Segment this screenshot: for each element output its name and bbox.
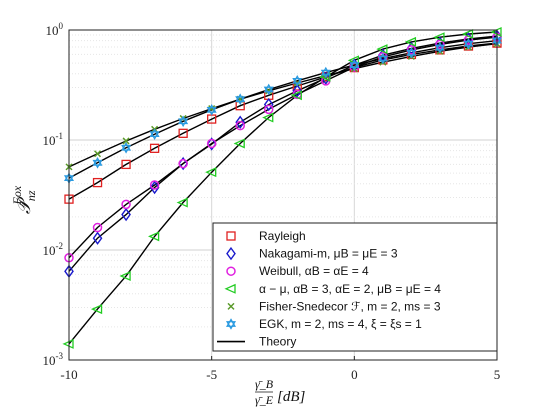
data-point [90, 304, 103, 315]
x-tick-label: 5 [494, 367, 501, 382]
data-point [292, 75, 303, 87]
data-point [178, 128, 188, 138]
data-point [263, 97, 274, 112]
series-markers [62, 26, 502, 349]
x-axis-label: γ̄_B γ̄_E [dB] [255, 377, 306, 407]
data-point [235, 120, 245, 131]
x-label-denominator: γ̄_E [255, 393, 274, 407]
legend: Rayleigh Nakagami-m, μB = μE = 3 Weibull, … [212, 222, 498, 352]
data-point [121, 141, 132, 154]
data-point [262, 112, 274, 123]
legend-label: Fisher-Snedecor ℱ, m = 2, ms = 3 [259, 299, 441, 313]
data-point [121, 199, 131, 210]
data-point [149, 180, 160, 195]
x-tick-label: 0 [351, 367, 358, 382]
data-point [176, 197, 188, 208]
theory-lines [68, 31, 498, 345]
legend-label: α − μ, αB = 3, αE = 2, μB = μE = 4 [259, 282, 441, 296]
data-point [406, 45, 417, 55]
series-markers [63, 34, 503, 184]
data-point [404, 36, 417, 47]
legend-label: Rayleigh [259, 229, 306, 243]
data-point [205, 167, 217, 178]
legend-label: Nakagami-m, μB = μE = 3 [259, 247, 398, 261]
data-point [290, 90, 302, 101]
y-tick-label: 100 [46, 21, 64, 38]
data-point [92, 222, 103, 233]
data-point [149, 180, 160, 190]
data-point [263, 104, 274, 115]
data-point [376, 44, 388, 55]
y-tick-label: 10-2 [43, 241, 64, 258]
series-markers [64, 38, 502, 204]
data-point [463, 37, 474, 50]
legend-marker [226, 266, 236, 276]
legend-marker [227, 302, 235, 310]
data-point [92, 157, 103, 169]
data-point [206, 104, 217, 116]
legend-marker [226, 231, 236, 241]
theory-line [68, 40, 498, 179]
data-point [377, 52, 388, 65]
y-tick-label: 10-3 [43, 351, 64, 368]
x-tick-label: -5 [206, 367, 217, 382]
data-point [233, 138, 245, 149]
theory-line [68, 42, 498, 200]
y-tick-label: 10-1 [43, 131, 64, 148]
y-label-sup: Fox [10, 185, 24, 205]
data-point [121, 207, 131, 222]
y-axis-label: 𝒫nzFox [10, 185, 38, 214]
data-point [461, 28, 474, 39]
data-point [178, 158, 188, 169]
y-tick-labels: 10-3 10-2 10-1 100 [43, 21, 64, 368]
theory-line [68, 35, 498, 272]
data-point [94, 150, 102, 158]
data-point [122, 137, 130, 145]
y-label-sub: nz [24, 190, 38, 201]
plot-frame [68, 29, 498, 361]
legend-label: Theory [259, 335, 296, 349]
x-label-unit: [dB] [277, 389, 306, 405]
legend-label: EGK, m = 2, ms = 4, ξ = ξs = 1 [259, 317, 422, 331]
svg-text:𝒫nzFox: 𝒫nzFox [10, 185, 38, 214]
legend-marker [224, 283, 236, 294]
data-point [320, 66, 331, 79]
x-tick-labels: -10 -5 0 5 [60, 367, 500, 382]
data-point [178, 156, 188, 171]
data-point [147, 231, 160, 242]
legend-marker [226, 246, 236, 261]
theory-line [68, 31, 498, 345]
data-point [119, 271, 131, 282]
x-tick-label: -10 [60, 367, 77, 382]
theory-line [68, 36, 498, 259]
data-point [235, 115, 246, 129]
data-point [206, 138, 217, 149]
data-point [206, 137, 217, 151]
legend-box [212, 222, 498, 352]
data-point [149, 143, 160, 153]
data-point [178, 115, 189, 128]
data-point [433, 32, 445, 43]
data-point [435, 39, 445, 50]
legend-label: Weibull, αB = αE = 4 [259, 264, 369, 278]
data-point [149, 128, 160, 140]
data-point [263, 83, 274, 96]
x-label-numerator: γ̄_B [255, 377, 274, 391]
theory-line [68, 43, 498, 168]
data-point [92, 231, 103, 245]
legend-marker [225, 318, 237, 330]
data-point [349, 59, 360, 71]
data-point [434, 41, 445, 54]
data-point [235, 93, 246, 105]
data-point [406, 47, 417, 59]
data-point [92, 177, 103, 188]
data-point [292, 84, 303, 98]
data-point [121, 159, 131, 170]
